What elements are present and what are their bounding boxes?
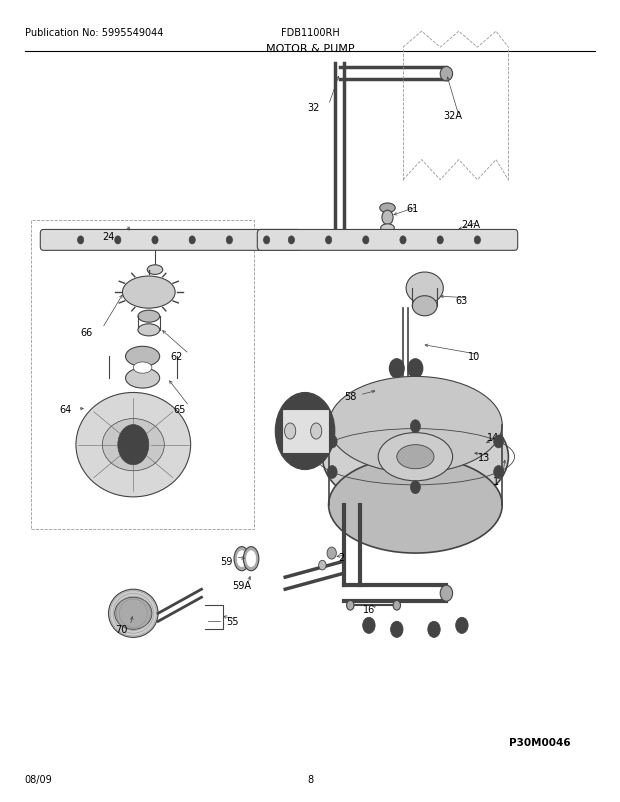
Text: 14: 14 [487,432,499,442]
Ellipse shape [122,277,175,309]
Text: 61: 61 [406,204,419,213]
Text: 64: 64 [59,404,71,414]
Circle shape [327,466,337,479]
Ellipse shape [148,265,162,275]
Text: 1: 1 [493,476,499,486]
Ellipse shape [440,585,453,602]
Ellipse shape [381,225,394,233]
Ellipse shape [76,393,191,497]
Ellipse shape [133,363,152,374]
Circle shape [264,237,270,245]
Ellipse shape [243,547,259,571]
Ellipse shape [382,211,393,225]
Circle shape [410,481,420,494]
Ellipse shape [319,561,326,570]
Text: 58: 58 [344,392,356,402]
Circle shape [189,237,195,245]
Circle shape [494,466,503,479]
Circle shape [391,622,403,638]
Ellipse shape [247,551,256,567]
Circle shape [326,237,332,245]
Circle shape [363,618,375,634]
Circle shape [115,237,121,245]
Ellipse shape [329,457,502,553]
Ellipse shape [234,547,249,571]
Ellipse shape [393,601,401,610]
Ellipse shape [102,419,164,471]
Ellipse shape [322,401,508,513]
Text: 13: 13 [477,452,490,462]
Ellipse shape [285,423,296,439]
Text: 66: 66 [81,328,93,338]
Text: 16: 16 [363,605,375,614]
Text: 60: 60 [294,432,307,442]
Ellipse shape [138,324,159,337]
Ellipse shape [327,547,336,560]
Circle shape [494,435,503,448]
FancyBboxPatch shape [257,230,518,251]
Circle shape [410,420,420,433]
Text: 24: 24 [102,232,115,241]
Text: 59: 59 [220,557,232,566]
Circle shape [288,237,294,245]
Ellipse shape [397,445,434,469]
Text: FDB1100RH: FDB1100RH [281,28,339,38]
Circle shape [226,237,232,245]
Text: MOTOR & PUMP: MOTOR & PUMP [266,44,354,54]
Bar [31,221,254,529]
Text: 08/09: 08/09 [25,775,53,784]
Ellipse shape [115,597,152,630]
Ellipse shape [378,433,453,481]
Text: 62: 62 [170,352,183,362]
Ellipse shape [440,67,453,82]
Text: 70: 70 [115,625,127,634]
Text: P30M0046: P30M0046 [509,738,570,747]
Ellipse shape [125,346,160,367]
Ellipse shape [347,601,354,610]
Ellipse shape [138,310,159,322]
Text: 63: 63 [456,296,468,306]
Circle shape [327,435,337,448]
Text: 65: 65 [174,404,186,414]
Circle shape [400,237,406,245]
Ellipse shape [108,589,158,638]
Circle shape [428,622,440,638]
Text: 59A: 59A [232,581,251,590]
Text: 8: 8 [307,775,313,784]
Text: 32A: 32A [443,111,462,121]
Circle shape [78,237,84,245]
Ellipse shape [412,296,437,317]
Circle shape [275,393,335,470]
Text: 55: 55 [226,617,239,626]
Ellipse shape [379,204,396,213]
Bar [282,409,329,453]
Ellipse shape [311,423,322,439]
Circle shape [118,425,149,465]
Circle shape [437,237,443,245]
Circle shape [152,237,158,245]
Text: Publication No: 5995549044: Publication No: 5995549044 [25,28,163,38]
Text: 10: 10 [468,352,481,362]
FancyBboxPatch shape [40,230,301,251]
Ellipse shape [237,551,247,567]
Text: 32: 32 [307,103,319,113]
Circle shape [474,237,480,245]
Circle shape [456,618,468,634]
Circle shape [389,359,404,379]
Text: 24A: 24A [462,220,480,229]
Text: 2: 2 [338,553,344,562]
Circle shape [363,237,369,245]
Circle shape [408,359,423,379]
Ellipse shape [125,368,160,388]
Ellipse shape [406,273,443,305]
Ellipse shape [329,377,502,473]
